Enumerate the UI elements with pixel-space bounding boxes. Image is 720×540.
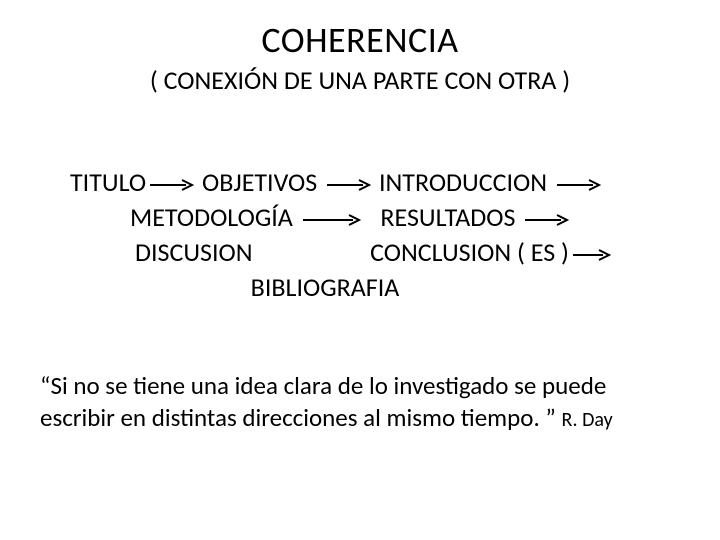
flow-item-metodologia: METODOLOGÍA (130, 201, 293, 233)
flow-row-3: DISCUSION CONCLUSION ( ES ) (135, 235, 670, 270)
flow-diagram: TITULO OBJETIVOS INTRODUCCION METODOLOGÍ… (70, 165, 670, 305)
subtitle: ( CONEXIÓN DE UNA PARTE CON OTRA ) (0, 64, 720, 96)
flow-row-4: BIBLIOGRAFIA (70, 270, 580, 305)
arrow-icon (299, 213, 363, 227)
flow-item-objetivos: OBJETIVOS (202, 166, 317, 198)
arrow-icon (553, 178, 603, 192)
flow-item-bibliografia: BIBLIOGRAFIA (251, 271, 400, 303)
slide: COHERENCIA ( CONEXIÓN DE UNA PARTE CON O… (0, 0, 720, 540)
quote-part-1: “Si no se tiene una (40, 370, 235, 401)
flow-item-discusion: DISCUSION (135, 236, 253, 268)
quote-emphasis: idea clara (235, 370, 332, 401)
title: COHERENCIA (0, 18, 720, 62)
flow-item-conclusion: CONCLUSION ( ES ) (370, 236, 569, 268)
arrow-icon (569, 248, 613, 262)
flow-row-2: METODOLOGÍA RESULTADOS (130, 200, 670, 235)
flow-item-introduccion: INTRODUCCION (379, 166, 547, 198)
flow-item-resultados: RESULTADOS (380, 201, 515, 233)
arrow-icon (146, 178, 196, 192)
flow-row-1: TITULO OBJETIVOS INTRODUCCION (70, 165, 670, 200)
quote-block: “Si no se tiene una idea clara de lo inv… (40, 370, 680, 434)
arrow-icon (323, 178, 373, 192)
flow-item-titulo: TITULO (70, 166, 146, 198)
arrow-icon (521, 213, 571, 227)
quote-attribution: R. Day (562, 408, 613, 432)
